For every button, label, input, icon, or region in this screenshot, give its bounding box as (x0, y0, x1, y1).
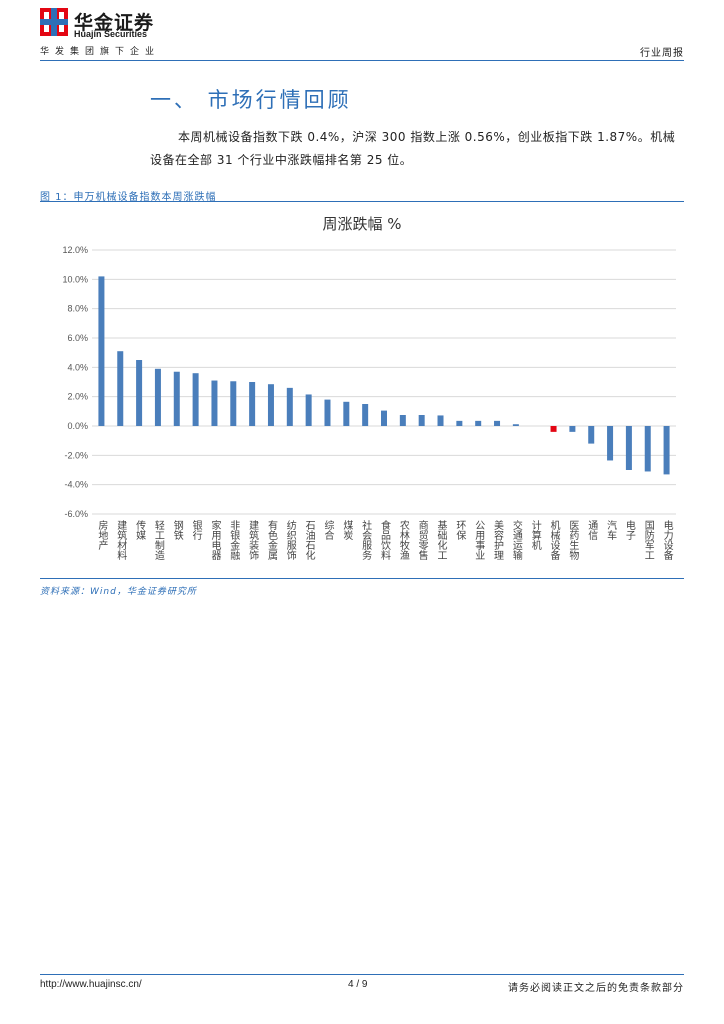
y-tick-label: 2.0% (67, 392, 88, 402)
x-category-label: 基础化工 (435, 519, 447, 560)
group-tagline: 华发集团旗下企业 (40, 47, 161, 57)
logo-chinese-name: 华金证券 (74, 12, 155, 34)
x-category-label: 美容护理 (492, 519, 504, 560)
bar-15 (362, 404, 369, 426)
chart-bars (98, 276, 670, 475)
footer-divider (40, 974, 684, 975)
bar-28 (607, 426, 614, 461)
y-tick-label: 4.0% (67, 362, 88, 372)
x-category-label: 农林牧渔 (397, 519, 409, 561)
bar-21 (475, 420, 482, 426)
bar-7 (211, 380, 218, 426)
x-category-label: 石油石化 (303, 520, 315, 560)
x-category-label: 电子 (623, 519, 635, 540)
x-category-label: 汽车 (605, 519, 617, 541)
y-tick-label: 10.0% (62, 274, 88, 284)
bar-1 (98, 276, 105, 426)
chart-y-axis: 12.0% 10.0% 8.0% 6.0% 4.0% 2.0% 0.0% -2.0% -4.0%… (62, 245, 88, 519)
x-category-label: 电力设备 (661, 519, 673, 561)
bar-9 (249, 382, 256, 426)
figure-caption: 图 1：申万机械设备指数本周涨跌幅 (40, 192, 217, 203)
x-category-label: 综合 (322, 519, 334, 541)
y-tick-label: 6.0% (67, 333, 88, 343)
bar-13 (324, 399, 331, 426)
x-category-label: 公用事业 (473, 520, 485, 560)
bar-26 (569, 426, 576, 432)
bar-6 (192, 373, 199, 426)
bar-3 (136, 360, 143, 426)
bar-8 (230, 381, 237, 426)
huajin-logo-icon (40, 8, 68, 36)
x-category-label: 环保 (454, 520, 466, 541)
bar-19 (437, 415, 444, 426)
bar-10 (267, 384, 274, 426)
page-number: 4 / 9 (348, 979, 368, 990)
logo-english-name: Huajin Securities (74, 29, 148, 39)
x-category-label: 国防军工 (642, 520, 654, 560)
page-header: 华金证券 Huajin Securities 华发集团旗下企业 行业周报 (40, 8, 684, 60)
x-category-label: 有色金属 (265, 519, 277, 561)
x-category-label: 建筑装饰 (247, 519, 259, 561)
bar-11 (286, 387, 293, 426)
section-title: 一、 市场行情回顾 (150, 88, 352, 112)
bar-30 (644, 426, 651, 472)
bar-31 (663, 426, 670, 475)
bar-22 (494, 420, 501, 426)
y-tick-label: -4.0% (64, 480, 88, 490)
report-type-label: 行业周报 (640, 48, 684, 59)
chart-x-axis: 房地产 建筑材料 传媒 轻工制造 钢铁 银行 家用电器 非银金融 建筑装饰 有色金属 纺织服饰 石油石… (96, 519, 673, 561)
bar-29 (625, 426, 632, 470)
x-category-label: 银行 (190, 519, 202, 541)
x-category-label: 煤炭 (341, 519, 353, 541)
bar-17 (399, 415, 406, 426)
y-tick-label: 8.0% (67, 304, 88, 314)
weekly-change-bar-chart: 周涨跌幅 % 12.0% 10.0% 8.0% 6.0% 4.0% 2.0% 0.0% -2.… (62, 215, 676, 561)
figure-bottom-divider (40, 578, 684, 579)
bar-18 (418, 415, 425, 426)
bar-4 (154, 368, 161, 426)
bar-27 (588, 426, 595, 444)
chart-container: 周涨跌幅 % 12.0% 10.0% 8.0% 6.0% 4.0% 2.0% 0.0% -2.… (40, 204, 684, 578)
x-category-label: 计算机 (529, 519, 541, 551)
x-category-label: 社会服务 (360, 519, 372, 561)
summary-paragraph: 本周机械设备指数下跌 0.4%，沪深 300 指数上涨 0.56%，创业板指下跌… (150, 130, 676, 167)
bar-14 (343, 401, 350, 426)
x-category-label: 商贸零售 (416, 519, 428, 561)
chart-title: 周涨跌幅 % (322, 215, 401, 233)
header-divider (40, 60, 684, 61)
x-category-label: 传媒 (134, 520, 146, 541)
figure-top-divider (40, 201, 684, 202)
x-category-label: 家用电器 (209, 519, 221, 561)
figure-source: 资料来源：Wind，华金证券研究所 (40, 587, 197, 597)
x-category-label: 纺织服饰 (284, 519, 296, 561)
bar-2 (117, 351, 124, 426)
bar-23 (512, 424, 519, 426)
x-category-label: 轻工制造 (152, 519, 164, 560)
x-category-label: 通信 (586, 520, 598, 541)
x-category-label: 钢铁 (171, 519, 183, 541)
bar-12 (305, 394, 312, 426)
bar-20 (456, 420, 463, 426)
y-tick-label: 12.0% (62, 245, 88, 255)
footer-website-link[interactable]: http://www.huajinsc.cn/ (40, 979, 142, 990)
x-category-label: 房地产 (96, 519, 108, 551)
y-tick-label: -6.0% (64, 509, 88, 519)
y-tick-label: 0.0% (67, 421, 88, 431)
x-category-label: 机械设备 (548, 519, 560, 561)
x-category-label: 交通运输 (510, 519, 522, 561)
x-category-label: 非银金融 (228, 520, 240, 561)
x-category-label: 食品饮料 (379, 519, 391, 561)
disclaimer-note: 请务必阅读正文之后的免责条款部分 (508, 983, 684, 994)
x-category-label: 建筑材料 (115, 519, 127, 561)
bar-16 (381, 410, 387, 426)
x-category-label: 医药生物 (567, 520, 579, 561)
y-tick-label: -2.0% (64, 450, 88, 460)
bar-5 (173, 371, 180, 426)
bar-25 (550, 426, 557, 432)
